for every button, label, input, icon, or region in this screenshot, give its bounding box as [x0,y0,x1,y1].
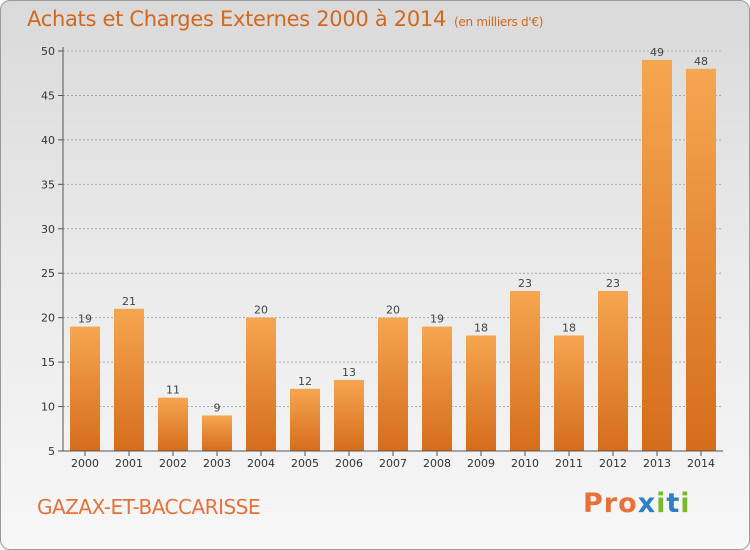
x-tick-label-2001: 2001 [115,457,143,470]
chart-subtitle: (en milliers d'€) [454,15,544,29]
logo-letter: P [583,488,604,519]
data-label-2003: 9 [214,401,221,414]
bar-2011 [554,335,584,451]
x-tick-label-2013: 2013 [643,457,671,470]
x-tick-label-2004: 2004 [247,457,275,470]
bar-2012 [598,291,628,451]
data-label-2006: 13 [342,366,356,379]
data-label-2007: 20 [386,304,400,317]
y-tick-label: 20 [41,312,55,325]
bar-2009 [466,335,496,451]
chart-title-text: Achats et Charges Externes 2000 à 2014 [27,7,447,31]
x-tick-label-2006: 2006 [335,457,363,470]
y-tick-label: 35 [41,178,55,191]
bar-2010 [510,291,540,451]
data-label-2013: 49 [650,46,664,59]
axes [58,47,723,456]
data-label-2011: 18 [562,321,576,334]
x-tick-label-2008: 2008 [423,457,451,470]
data-label-2010: 23 [518,277,532,290]
y-tick-label: 15 [41,356,55,369]
y-tick-label: 10 [41,401,55,414]
bars [70,59,716,452]
logo-letter: x [637,488,657,519]
x-tick-label-2012: 2012 [599,457,627,470]
y-tick-label: 25 [41,267,55,280]
proxiti-logo[interactable]: Proxiti [583,488,691,519]
logo-letter: o [618,488,638,519]
bar-2000 [70,326,100,451]
logo-letter: i [656,488,667,519]
chart-title: Achats et Charges Externes 2000 à 2014 (e… [27,7,543,31]
bar-2007 [378,317,408,451]
data-label-2014: 48 [694,55,708,68]
y-tick-label: 40 [41,134,55,147]
commune-name: GAZAX-ET-BACCARISSE [37,495,261,519]
bar-2005 [290,388,320,451]
y-tick-label: 45 [41,89,55,102]
x-tick-label-2005: 2005 [291,457,319,470]
x-tick-label-2009: 2009 [467,457,495,470]
bar-2003 [202,415,232,451]
data-label-2009: 18 [474,321,488,334]
bar-2006 [334,379,364,451]
bar-2013 [642,59,672,452]
labels: 5 10 15 20 25 30 35 40 45 50 19 2000 21 2001 11 2002 9 20… [41,45,715,470]
y-tick-label: 50 [41,45,55,58]
data-label-2012: 23 [606,277,620,290]
bar-2008 [422,326,452,451]
data-label-2000: 19 [78,313,92,326]
x-tick-label-2003: 2003 [203,457,231,470]
x-tick-label-2000: 2000 [71,457,99,470]
y-tick-label: 30 [41,223,55,236]
bar-2014 [686,68,716,452]
data-label-2002: 11 [166,384,180,397]
y-tick-label: 5 [48,445,55,458]
data-label-2008: 19 [430,313,444,326]
logo-letter: i [680,488,691,519]
logo-letter: r [603,488,619,519]
bar-2004 [246,317,276,451]
x-tick-label-2007: 2007 [379,457,407,470]
logo-letter: t [666,488,681,519]
bar-2001 [114,308,144,451]
x-tick-label-2011: 2011 [555,457,583,470]
bar-2002 [158,397,188,451]
data-label-2004: 20 [254,304,268,317]
data-label-2005: 12 [298,375,312,388]
x-tick-label-2010: 2010 [511,457,539,470]
data-label-2001: 21 [122,295,136,308]
x-tick-label-2002: 2002 [159,457,187,470]
x-tick-label-2014: 2014 [687,457,715,470]
